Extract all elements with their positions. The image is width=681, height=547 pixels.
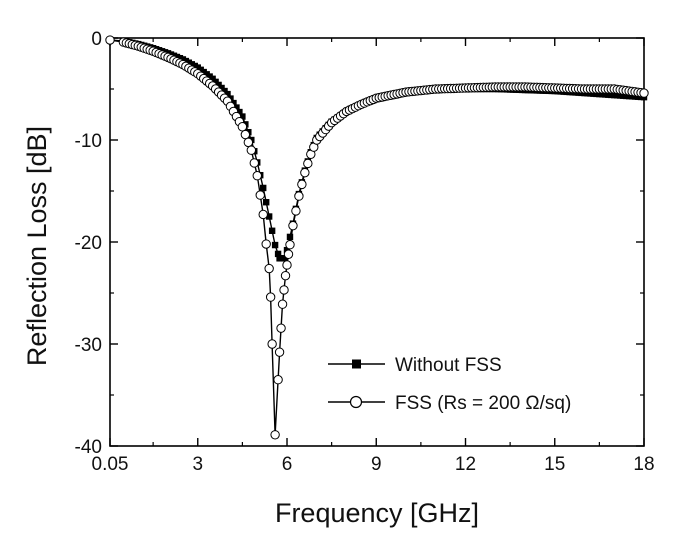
axes: 0.05 3 6 9 12 15 18 0 -10 -20 -30 -40 [75,29,655,475]
data-point [274,250,282,258]
data-point [279,285,289,295]
y-tick-label: -10 [75,131,102,152]
y-tick-label: -30 [75,335,102,356]
x-axis-title: Frequency [GHz] [275,498,479,528]
x-tick-label: 15 [544,454,565,475]
data-point [297,179,307,190]
data-point [249,158,259,168]
data-point [283,249,294,259]
data-point [280,255,288,262]
data-point [268,227,276,234]
data-point [243,137,254,148]
y-tick-label: -40 [75,437,102,458]
x-tick-label: 9 [371,454,382,475]
data-point [303,158,313,169]
data-point [286,233,294,241]
data-point [271,241,279,249]
legend-marker [352,359,361,369]
legend-marker [349,395,363,409]
y-tick-label: -20 [75,233,102,254]
data-point [239,113,246,120]
legend: Without FSS FSS (Rs = 200 Ω/sq) [328,355,571,414]
legend-label: FSS (Rs = 200 Ω/sq) [395,393,571,414]
data-point [265,213,273,220]
data-point [105,35,115,45]
y-tick-label: 0 [91,29,102,50]
data-point [267,339,277,349]
data-point [300,167,310,178]
data-point [294,191,304,201]
data-point [273,375,283,385]
x-tick-label: 18 [633,454,654,475]
data-point [233,104,240,111]
series-fss [105,35,649,440]
data-point [237,122,248,132]
data-point [265,292,276,302]
data-point [224,90,231,98]
data-point [277,299,288,309]
data-point [246,145,257,155]
data-point [285,240,295,250]
data-point [264,263,274,274]
data-point [236,108,243,116]
legend-label: Without FSS [395,355,502,376]
data-point [282,260,292,270]
data-point [270,430,280,440]
data-point [639,88,649,98]
data-point [255,190,265,200]
data-point [258,209,268,220]
series-layer [105,35,649,440]
data-point [261,239,271,249]
data-point [276,323,286,333]
data-point [252,171,262,181]
x-tick-label: 6 [282,454,293,475]
x-tick-label: 3 [192,454,203,475]
y-axis-title: Reflection Loss [dB] [22,126,52,366]
data-point [260,184,267,192]
data-point [274,347,285,357]
data-point [288,220,298,231]
data-point [240,129,251,140]
data-point [262,199,270,206]
data-point [280,270,291,281]
x-tick-label: 0.05 [92,454,129,475]
x-tick-label: 12 [455,454,476,475]
data-point [291,206,301,216]
